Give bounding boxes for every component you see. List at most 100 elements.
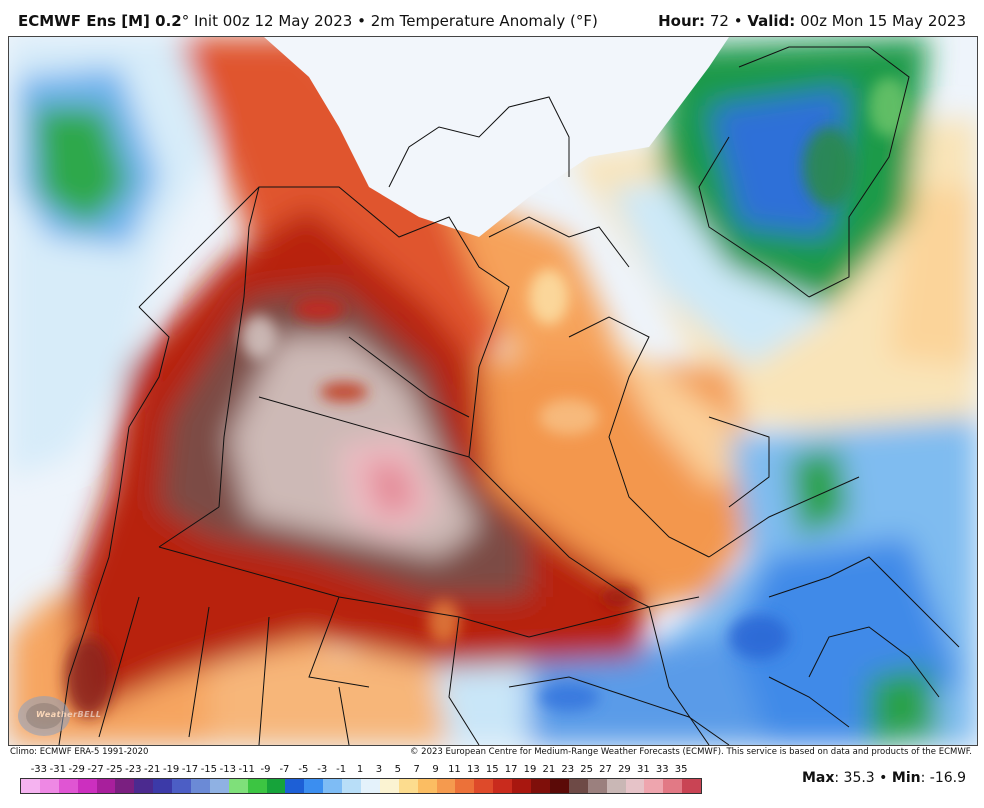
color-scale-legend: -33 -31 -29 -27 -25 -23 -21 -19 -17 -15 -13 -11 -9 -7… [14, 764, 704, 804]
scale-swatch [663, 779, 683, 793]
scale-tick-label: 15 [485, 764, 499, 775]
max-label: Max [801, 770, 835, 786]
scale-tick-label: -21 [144, 764, 161, 775]
anomaly-detail [65, 77, 909, 717]
scale-tick-label: 13 [466, 764, 480, 775]
valid-time-block: Hour: 72 • Valid: 00z Mon 15 May 2023 [658, 11, 966, 31]
valid-value: 00z Mon 15 May 2023 [800, 12, 966, 30]
scale-swatch [304, 779, 324, 793]
scale-swatch [342, 779, 362, 793]
model-name: ECMWF Ens [M] 0.2 [18, 12, 182, 30]
init-time: Init 00z 12 May 2023 [194, 12, 353, 30]
scale-swatch [266, 779, 286, 793]
scale-tick-label: -1 [336, 764, 347, 775]
scale-tick-label: 7 [413, 764, 420, 775]
scale-tick-label: 29 [618, 764, 631, 775]
scale-tick-label: -33 [30, 764, 48, 775]
scale-tick-label: -27 [87, 764, 104, 775]
scale-tick-label: -3 [317, 764, 328, 775]
scale-swatch [587, 779, 607, 793]
map-canvas [9, 37, 977, 745]
temperature-anomaly-map [8, 36, 978, 746]
scale-swatch [493, 779, 513, 793]
title-separator: • [357, 12, 366, 30]
scale-swatch [644, 779, 664, 793]
scale-tick-label: 33 [655, 764, 669, 775]
scale-swatch [172, 779, 192, 793]
scale-swatch [379, 779, 399, 793]
scale-swatch [417, 779, 437, 793]
scale-swatch [323, 779, 343, 793]
scale-swatch [436, 779, 456, 793]
stats-separator: • [879, 770, 888, 786]
scale-tick-label: 19 [523, 764, 537, 775]
hour-value: 72 [709, 12, 729, 30]
scale-swatch [606, 779, 626, 793]
scale-swatch [455, 779, 475, 793]
scale-swatch [228, 779, 248, 793]
min-value: -16.9 [929, 770, 966, 786]
scale-tick-label: 23 [561, 764, 575, 775]
scale-tick-label: 11 [448, 764, 461, 775]
scale-tick-label: 9 [432, 764, 439, 775]
scale-tick-label: -17 [181, 764, 199, 775]
scale-swatch [531, 779, 550, 793]
scale-swatch [21, 779, 40, 793]
scale-tick-label: 35 [674, 764, 688, 775]
scale-labels: -33 -31 -29 -27 -25 -23 -21 -19 -17 -15 -13 -11 -9 -7… [14, 764, 704, 778]
scale-tick-label: -23 [125, 764, 142, 775]
anomaly-field [9, 37, 977, 745]
scale-swatch [153, 779, 173, 793]
scale-tick-label: 5 [394, 764, 401, 775]
scale-swatch [361, 779, 380, 793]
scale-swatch [77, 779, 97, 793]
scale-bar [20, 778, 702, 794]
scale-swatch [474, 779, 494, 793]
scale-swatch [191, 779, 210, 793]
map-header: ECMWF Ens [M] 0.2° Init 00z 12 May 2023 … [0, 0, 984, 36]
scale-swatch [134, 779, 154, 793]
scale-tick-label: 27 [599, 764, 612, 775]
scale-swatch [398, 779, 418, 793]
max-min-stats: Max: 35.3 • Min: -16.9 [801, 770, 966, 786]
map-title: ECMWF Ens [M] 0.2° Init 00z 12 May 2023 … [18, 11, 598, 31]
scale-tick-label: 31 [636, 764, 650, 775]
scale-tick-label: -31 [49, 764, 66, 775]
hour-label: Hour: [658, 12, 706, 30]
max-value: 35.3 [843, 770, 875, 786]
scale-tick-label: -7 [279, 764, 290, 775]
scale-tick-label: -11 [238, 764, 255, 775]
credits-row: Climo: ECMWF ERA-5 1991-2020 © 2023 Euro… [8, 745, 976, 759]
valid-label: Valid: [747, 12, 796, 30]
weatherbell-logo: WeatherBELL [14, 694, 104, 738]
scale-swatch [549, 779, 569, 793]
climo-credit: Climo: ECMWF ERA-5 1991-2020 [10, 747, 149, 757]
scale-swatch [115, 779, 135, 793]
scale-swatch [682, 779, 702, 793]
scale-tick-label: 25 [580, 764, 594, 775]
scale-swatch [285, 779, 305, 793]
scale-tick-label: -15 [200, 764, 218, 775]
scale-swatch [625, 779, 645, 793]
scale-swatch [58, 779, 78, 793]
boundaries [58, 46, 960, 745]
scale-swatch [209, 779, 229, 793]
scale-swatch [247, 779, 267, 793]
scale-tick-label: -13 [219, 764, 236, 775]
scale-tick-label: 3 [375, 764, 383, 775]
scale-tick-label: -19 [162, 764, 180, 775]
scale-tick-label: 21 [542, 764, 556, 775]
scale-tick-label: -5 [298, 764, 309, 775]
scale-swatch [39, 779, 59, 793]
scale-tick-label: -25 [106, 764, 123, 775]
logo-text: WeatherBELL [36, 710, 102, 719]
scale-swatch [96, 779, 116, 793]
field-name: 2m Temperature Anomaly (°F) [370, 12, 598, 30]
min-label: Min [891, 770, 921, 786]
scale-tick-label: 17 [504, 764, 518, 775]
no-data-area [264, 37, 729, 237]
degree-symbol: ° [181, 12, 190, 30]
scale-tick-label: -9 [260, 764, 271, 775]
copyright-credit: © 2023 European Centre for Medium-Range … [409, 747, 972, 757]
scale-tick-label: -29 [68, 764, 85, 775]
